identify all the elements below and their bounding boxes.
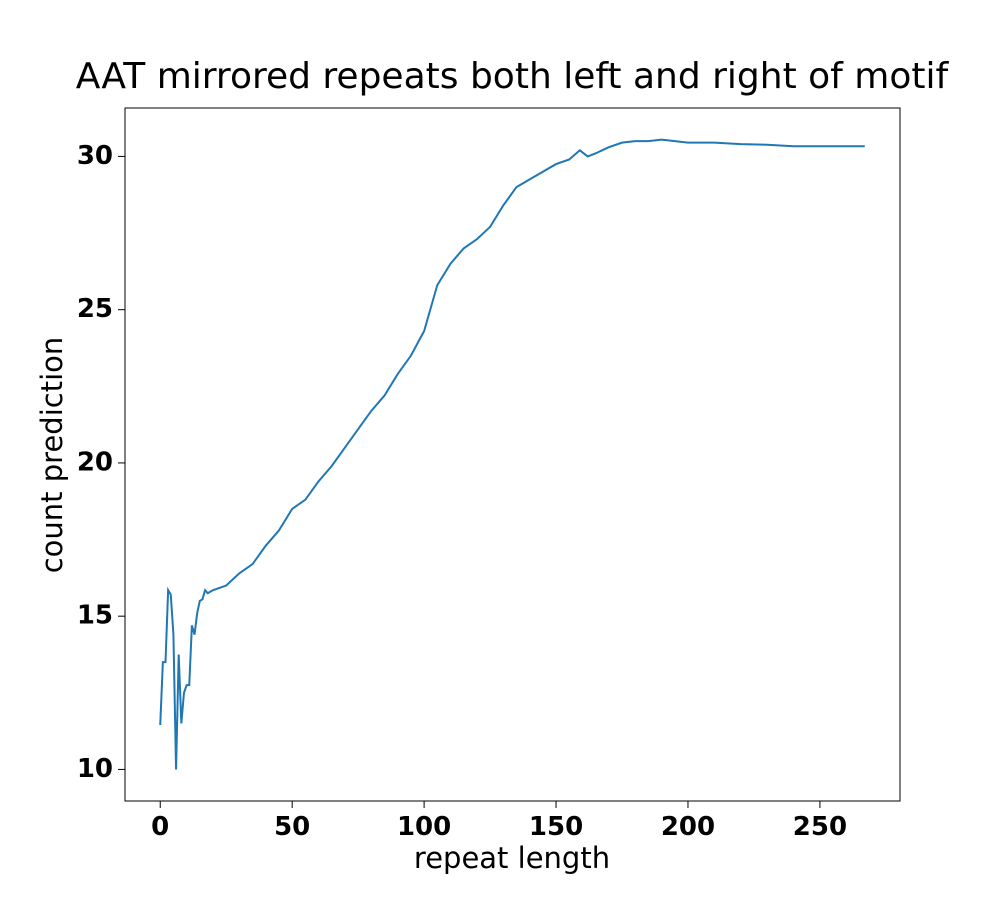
- data-line: [159, 138, 865, 770]
- y-tick-label: 25: [77, 294, 113, 324]
- x-tick-label: 150: [529, 812, 583, 842]
- y-tick-label: 10: [77, 754, 113, 784]
- x-tick-label: 100: [397, 812, 451, 842]
- x-tick-label: 50: [274, 812, 310, 842]
- y-tick-label: 30: [77, 141, 113, 171]
- plot-frame: [124, 107, 901, 802]
- x-axis-label: repeat length: [414, 841, 610, 875]
- x-tick-label: 0: [151, 812, 169, 842]
- x-tick-label: 250: [793, 812, 847, 842]
- x-tick-label: 200: [661, 812, 715, 842]
- y-tick-label: 15: [77, 601, 113, 631]
- chart-title: AAT mirrored repeats both left and right…: [76, 56, 950, 97]
- y-tick-label: 20: [77, 447, 113, 477]
- y-axis-label: count prediction: [35, 337, 69, 574]
